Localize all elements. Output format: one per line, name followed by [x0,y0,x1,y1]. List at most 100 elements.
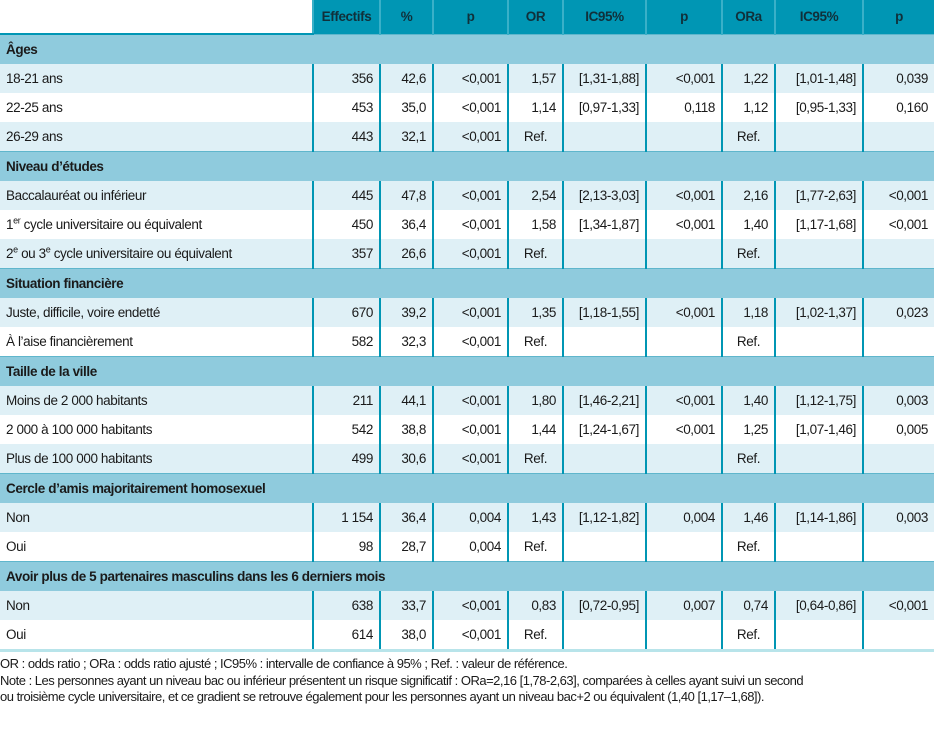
label-text: 2 000 à 100 000 habitants [6,422,153,437]
cell-effectifs: 614 [312,620,380,651]
cell-p: 0,004 [432,532,508,562]
cell-percent: 32,3 [379,327,433,357]
table-row: À l’aise financièrement 582 32,3 <0,001 Ref.… [0,327,934,357]
cell-ora: 0,74 [721,591,775,620]
table-row: 18-21 ans 356 42,6 <0,001 1,57 [1,31-1,88] <0,… [0,64,934,93]
label-text: Plus de 100 000 habitants [6,451,153,466]
cell-p: <0,001 [432,181,508,210]
column-header: OR [507,0,563,34]
cell-percent: 38,0 [379,620,433,651]
cell-p: <0,001 [432,620,508,651]
cell-ic95-adj [774,122,863,152]
cell-or: Ref. [507,122,563,152]
cell-effectifs: 453 [312,93,380,122]
cell-p-or: 0,118 [645,93,722,122]
cell-ic95-adj: [1,02-1,37] [774,298,863,327]
row-label: À l’aise financièrement [0,327,313,357]
label-text: 1 [6,217,14,232]
cell-p-or: <0,001 [645,210,722,239]
cell-ic95: [1,18-1,55] [562,298,646,327]
column-header: IC95% [562,0,646,34]
cell-or: Ref. [507,444,563,474]
cell-effectifs: 98 [312,532,380,562]
cell-or: 1,35 [507,298,563,327]
row-label: Juste, difficile, voire endetté [0,298,313,327]
cell-p-ora [862,620,934,651]
cell-p-ora: <0,001 [862,591,934,620]
cell-or: 1,14 [507,93,563,122]
cell-p: <0,001 [432,386,508,415]
cell-or: 0,83 [507,591,563,620]
row-label: 26-29 ans [0,122,313,152]
table-row: 22-25 ans 453 35,0 <0,001 1,14 [0,97-1,33] 0,1… [0,93,934,122]
cell-ora: 1,40 [721,386,775,415]
section-title: Avoir plus de 5 partenaires masculins da… [0,561,934,591]
cell-p-or [645,532,722,562]
cell-ora: 1,25 [721,415,775,444]
column-header: p [645,0,722,34]
cell-ic95-adj [774,444,863,474]
table-row: 26-29 ans 443 32,1 <0,001 Ref. Ref. [0,122,934,152]
cell-ora: 2,16 [721,181,775,210]
cell-percent: 32,1 [379,122,433,152]
row-label: 2e ou 3e cycle universitaire ou équivale… [0,239,313,269]
cell-or: 1,80 [507,386,563,415]
row-label: 18-21 ans [0,64,313,93]
section-title: Cercle d’amis majoritairement homosexuel [0,473,934,503]
cell-percent: 28,7 [379,532,433,562]
cell-ic95-adj: [1,17-1,68] [774,210,863,239]
cell-p-ora: 0,005 [862,415,934,444]
cell-p: <0,001 [432,93,508,122]
cell-or: Ref. [507,327,563,357]
cell-ic95 [562,122,646,152]
label-text: Oui [6,627,26,642]
cell-ic95 [562,620,646,651]
header-blank [0,0,313,35]
cell-ic95: [1,12-1,82] [562,503,646,532]
row-label: Non [0,591,313,620]
table-row: Plus de 100 000 habitants 499 30,6 <0,001 Re… [0,444,934,474]
cell-p-or [645,122,722,152]
label-text: ou 3 [17,246,46,261]
ordinal-suffix: e [45,244,51,255]
cell-p: <0,001 [432,122,508,152]
cell-p-ora [862,532,934,562]
label-text: cycle universitaire ou équivalent [20,217,203,232]
cell-ora: Ref. [721,620,775,651]
cell-p-ora [862,122,934,152]
cell-ic95-adj: [0,64-0,86] [774,591,863,620]
footnotes: OR : odds ratio ; ORa : odds ratio ajust… [0,652,934,706]
cell-ic95-adj [774,620,863,651]
section-title: Taille de la ville [0,356,934,386]
cell-effectifs: 1 154 [312,503,380,532]
column-header: ORa [721,0,775,34]
cell-effectifs: 356 [312,64,380,93]
cell-ic95: [1,24-1,67] [562,415,646,444]
cell-p-ora: 0,160 [862,93,934,122]
cell-ic95-adj: [1,07-1,46] [774,415,863,444]
table-row: Non 1 154 36,4 0,004 1,43 [1,12-1,82] 0,004 1,4… [0,503,934,532]
cell-percent: 30,6 [379,444,433,474]
label-text: Baccalauréat ou inférieur [6,188,147,203]
cell-effectifs: 542 [312,415,380,444]
cell-p: <0,001 [432,239,508,269]
cell-or: 1,58 [507,210,563,239]
label-text: Non [6,510,30,525]
table-row: 2 000 à 100 000 habitants 542 38,8 <0,001 1,… [0,415,934,444]
section-row: Taille de la ville [0,356,934,386]
table-row: Oui 98 28,7 0,004 Ref. Ref. [0,532,934,562]
table-row: Juste, difficile, voire endetté 670 39,2 <0… [0,298,934,327]
cell-percent: 44,1 [379,386,433,415]
cell-ora: 1,18 [721,298,775,327]
cell-p: <0,001 [432,591,508,620]
cell-ic95: [1,46-2,21] [562,386,646,415]
cell-ic95-adj [774,239,863,269]
table-row: Non 638 33,7 <0,001 0,83 [0,72-0,95] 0,007 0,74… [0,591,934,620]
section-row: Situation financière [0,268,934,298]
cell-p-ora: <0,001 [862,181,934,210]
row-label: Moins de 2 000 habitants [0,386,313,415]
column-header: IC95% [774,0,863,34]
cell-p: <0,001 [432,444,508,474]
cell-ic95: [1,34-1,87] [562,210,646,239]
cell-percent: 36,4 [379,503,433,532]
